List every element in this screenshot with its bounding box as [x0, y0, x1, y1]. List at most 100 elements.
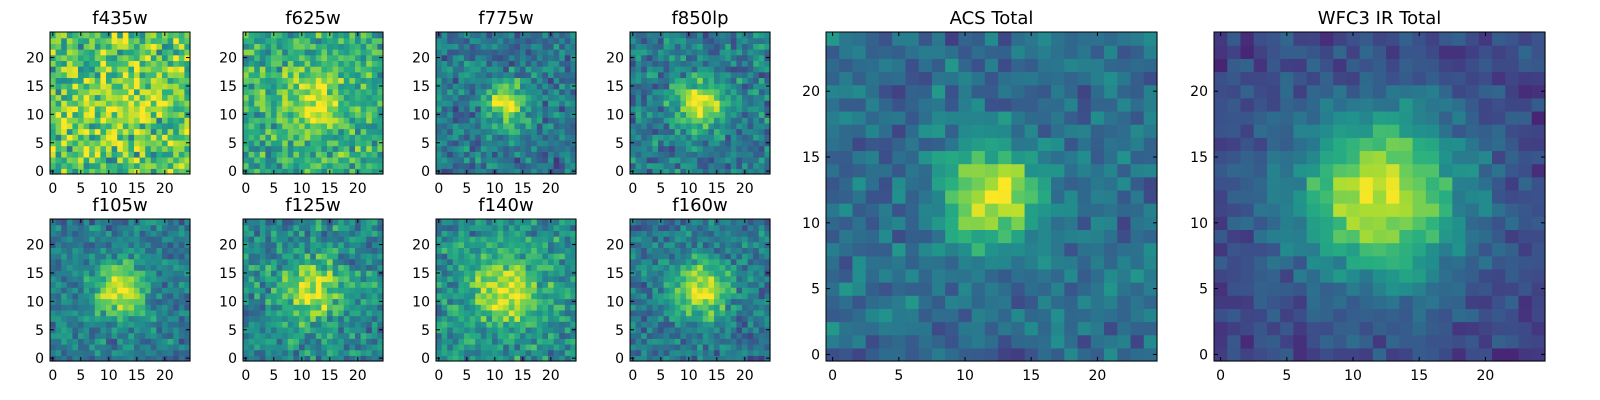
axes-frame: [242, 31, 384, 175]
cell: [145, 139, 152, 147]
cell: [366, 151, 373, 158]
cell: [508, 88, 515, 96]
cell: [464, 275, 471, 283]
cell: [377, 134, 384, 141]
cell: [691, 309, 698, 317]
cell: [663, 60, 670, 67]
cell: [332, 156, 339, 164]
cell: [254, 77, 261, 84]
cell: [458, 54, 465, 61]
cell: [78, 122, 85, 130]
cell: [559, 338, 566, 345]
cell: [276, 128, 283, 135]
cell: [691, 151, 698, 158]
cell: [94, 77, 101, 84]
cell: [559, 349, 566, 356]
cell: [117, 224, 124, 231]
cell: [697, 37, 704, 44]
cell: [83, 111, 90, 118]
cell: [520, 117, 527, 124]
cell: [436, 128, 443, 135]
cell: [259, 156, 266, 164]
cell: [525, 343, 532, 351]
cell: [162, 156, 169, 164]
cell: [89, 219, 96, 226]
cell: [299, 83, 306, 90]
cell: [475, 338, 482, 345]
cell: [167, 54, 174, 61]
cell: [50, 88, 57, 96]
cell: [276, 224, 283, 231]
cell: [553, 275, 560, 283]
cell: [178, 343, 185, 351]
cell: [570, 247, 577, 254]
cell: [441, 321, 448, 328]
cell: [630, 117, 637, 124]
cell: [663, 275, 670, 283]
cell: [708, 100, 715, 107]
cell: [338, 168, 345, 175]
cell: [111, 162, 118, 169]
cell: [72, 236, 79, 243]
cell: [327, 151, 334, 158]
cell: [646, 338, 653, 345]
cell: [338, 281, 345, 288]
cell: [697, 162, 704, 169]
cell: [287, 338, 294, 345]
cell: [669, 292, 676, 300]
cell: [128, 258, 135, 266]
cell: [441, 326, 448, 334]
cell: [497, 32, 504, 39]
cell: [503, 315, 510, 322]
cell: [106, 111, 113, 118]
cell: [436, 230, 443, 237]
cell: [719, 83, 726, 90]
cell: [100, 343, 107, 351]
cell: [83, 219, 90, 226]
cell: [630, 122, 637, 130]
cell: [173, 241, 180, 248]
cell: [360, 43, 367, 50]
cell: [117, 100, 124, 107]
cell: [447, 60, 454, 67]
cell: [663, 349, 670, 356]
cell: [503, 32, 510, 39]
cell: [663, 128, 670, 135]
cell: [441, 309, 448, 317]
cell: [652, 326, 659, 334]
cell: [452, 247, 459, 254]
cell: [564, 32, 571, 39]
cell: [83, 77, 90, 84]
cell: [658, 298, 665, 305]
cell: [371, 151, 378, 158]
cell: [452, 338, 459, 345]
cell: [360, 326, 367, 334]
cell: [646, 298, 653, 305]
cell: [548, 145, 555, 152]
cell: [72, 60, 79, 67]
cell: [162, 134, 169, 141]
cell: [686, 151, 693, 158]
cell: [89, 162, 96, 169]
cell: [531, 315, 538, 322]
cell: [122, 122, 129, 130]
cell: [338, 83, 345, 90]
cell: [503, 94, 510, 101]
cell: [360, 270, 367, 277]
x-tick-label: 20: [349, 368, 367, 384]
cell: [134, 281, 141, 288]
cell: [559, 128, 566, 135]
cell: [343, 343, 350, 351]
cell: [271, 122, 278, 130]
cell: [355, 49, 362, 56]
cell: [50, 60, 57, 67]
cell: [265, 287, 272, 294]
cell: [184, 162, 191, 169]
cell: [89, 83, 96, 90]
cell: [742, 54, 749, 61]
cell: [464, 258, 471, 266]
cell: [184, 32, 191, 39]
cell: [66, 326, 73, 334]
cell: [508, 247, 515, 254]
cell: [355, 332, 362, 339]
